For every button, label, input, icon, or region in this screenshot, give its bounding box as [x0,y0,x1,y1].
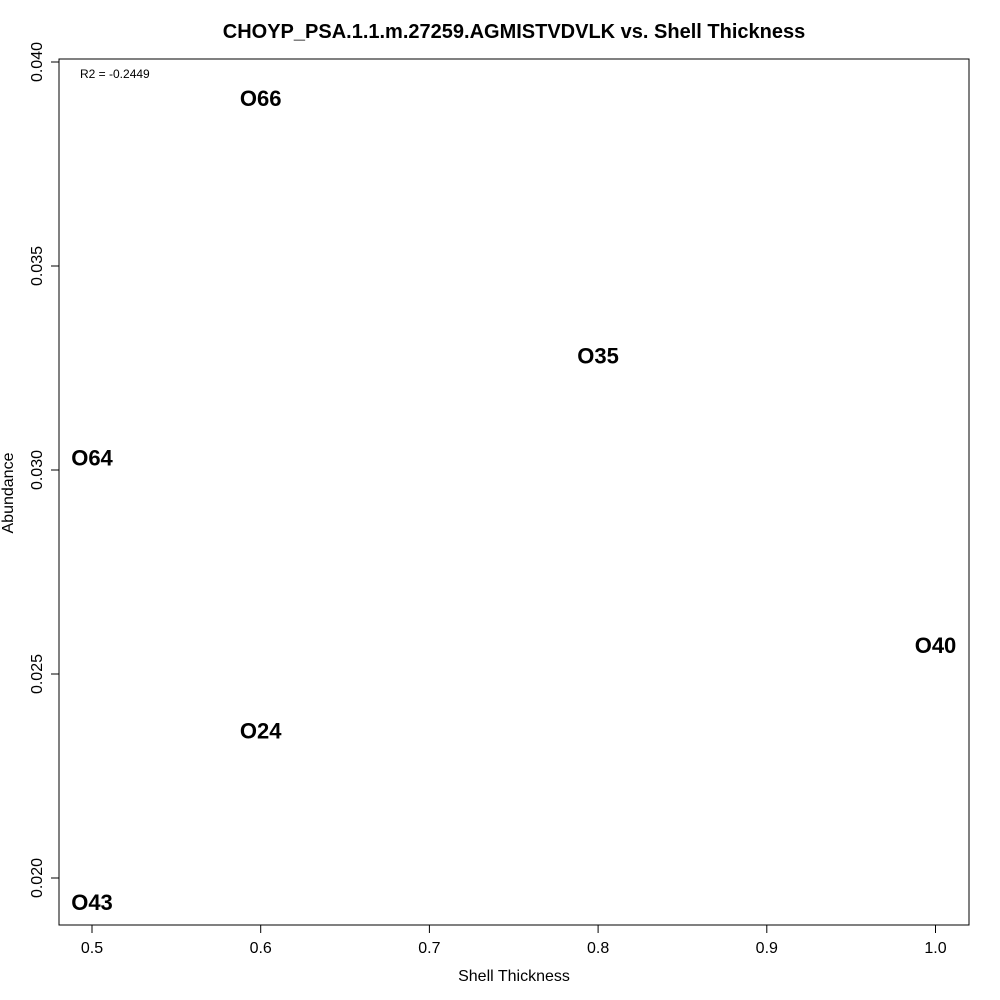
point-o64: O64 [71,445,113,470]
data-points: O66 O35 O64 O40 O24 O43 [71,86,956,915]
x-tick-label: 0.6 [250,940,272,957]
x-tick-label: 1.0 [924,940,946,957]
y-tick-label: 0.020 [29,858,46,898]
y-tick-label: 0.025 [29,654,46,694]
y-tick-label: 0.030 [29,450,46,490]
chart-title: CHOYP_PSA.1.1.m.27259.AGMISTVDVLK vs. Sh… [223,21,805,43]
x-axis-title: Shell Thickness [458,968,570,985]
x-tick-label: 0.5 [81,940,103,957]
x-tick-label: 0.8 [587,940,609,957]
x-tick-label: 0.9 [756,940,778,957]
point-o35: O35 [577,343,619,368]
point-o43: O43 [71,890,113,915]
y-tick-label: 0.035 [29,246,46,286]
plot-area-frame [58,58,970,926]
x-tick-label: 0.7 [418,940,440,957]
y-axis: 0.020 0.025 0.030 0.035 0.040 [29,42,60,898]
point-o24: O24 [240,719,282,744]
point-o40: O40 [915,633,957,658]
r2-annotation: R2 = -0.2449 [80,67,150,81]
y-axis-title: Abundance [0,452,17,533]
x-axis: 0.5 0.6 0.7 0.8 0.9 1.0 [81,924,947,957]
point-o66: O66 [240,86,282,111]
y-tick-label: 0.040 [29,42,46,82]
